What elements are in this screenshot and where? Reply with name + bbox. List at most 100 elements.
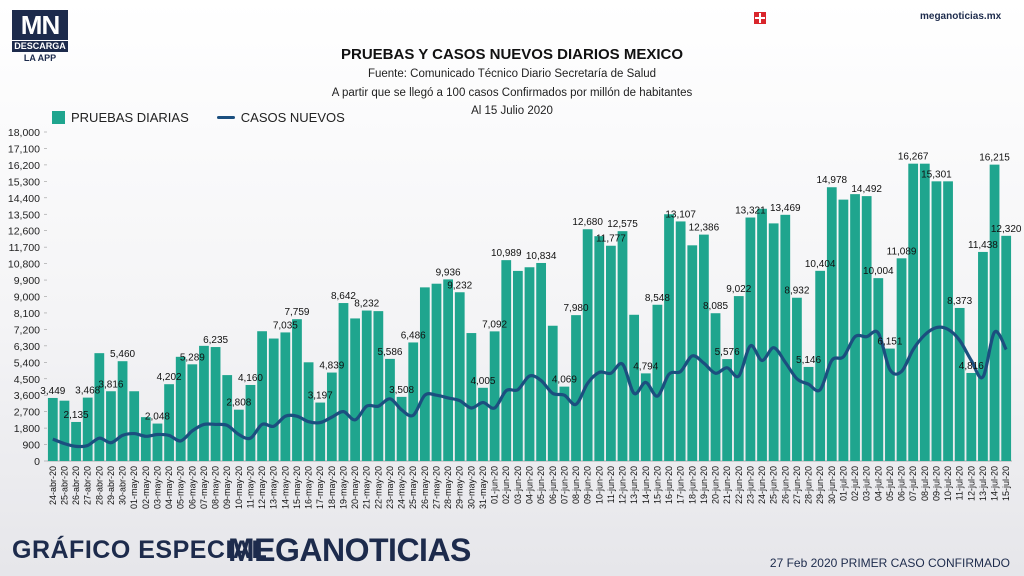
bar-data-label: 4,005 (470, 376, 495, 387)
bar (210, 347, 221, 461)
bar-data-label: 3,508 (389, 385, 414, 396)
site-url[interactable]: meganoticias.mx (920, 11, 1002, 22)
x-tick-label: 28-abr-20 (94, 466, 104, 505)
x-tick-label: 22-may-20 (373, 466, 383, 509)
bar-data-label: 11,438 (968, 240, 998, 251)
x-tick-label: 14-may-20 (280, 466, 290, 509)
brand-logo[interactable]: MN DESCARGA LA APP (12, 10, 70, 64)
x-tick-label: 04-jul-20 (873, 466, 883, 501)
bar (431, 283, 442, 461)
bar-data-label: 11,089 (887, 246, 917, 257)
bar (280, 332, 291, 461)
bar (373, 311, 384, 461)
bar-data-label: 4,160 (238, 373, 263, 384)
bar (199, 345, 209, 461)
x-tick-label: 07-jul-20 (908, 466, 918, 501)
bar-data-label: 10,834 (526, 251, 557, 262)
x-tick-label: 07-may-20 (199, 466, 209, 509)
y-tick-label: 18,000 (8, 127, 40, 139)
bar-data-label: 16,215 (979, 153, 1010, 164)
x-tick-label: 04-jun-20 (525, 466, 535, 504)
bar (745, 217, 756, 461)
bar-data-label: 8,232 (354, 299, 379, 310)
bar-data-label: 6,235 (203, 335, 228, 346)
bar (861, 196, 872, 461)
bar (466, 333, 477, 461)
x-tick-label: 19-jun-20 (699, 466, 709, 504)
bar (501, 260, 512, 461)
footer-brand: MEGANOTICIAS (228, 532, 471, 568)
y-tick-label: 6,300 (14, 341, 40, 353)
bar-data-label: 10,404 (805, 259, 836, 270)
bar (292, 319, 302, 461)
logo-download-label: DESCARGA (12, 41, 68, 52)
x-tick-label: 05-may-20 (176, 466, 186, 509)
x-tick-label: 01-may-20 (129, 466, 139, 509)
bar-data-label: 9,232 (447, 280, 472, 291)
bar (245, 384, 256, 461)
x-tick-label: 30-abr-20 (118, 466, 128, 505)
y-tick-label: 9,900 (14, 275, 40, 287)
bar (303, 362, 314, 461)
x-tick-label: 12-jun-20 (618, 466, 628, 504)
bar (582, 229, 593, 461)
x-tick-label: 09-jul-20 (931, 466, 941, 501)
x-tick-label: 29-may-20 (455, 466, 465, 509)
bar (815, 270, 826, 461)
bar-data-label: 16,267 (898, 152, 929, 163)
bar (350, 318, 360, 461)
y-tick-label: 3,600 (14, 390, 40, 402)
bar-data-label: 4,839 (319, 361, 344, 372)
bar-data-label: 5,460 (110, 349, 135, 360)
bar-data-label: 8,642 (331, 291, 356, 302)
y-tick-label: 7,200 (14, 324, 40, 336)
x-tick-label: 26-abr-20 (71, 466, 81, 505)
y-tick-label: 4,500 (14, 374, 40, 386)
bar (780, 214, 791, 461)
bar (966, 372, 977, 461)
x-tick-label: 03-jun-20 (513, 466, 523, 504)
x-tick-label: 23-may-20 (385, 466, 395, 509)
bar (152, 423, 163, 461)
x-tick-label: 02-may-20 (141, 466, 151, 509)
bar-data-label: 8,932 (784, 286, 809, 297)
y-tick-label: 17,100 (8, 143, 40, 155)
y-tick-label: 900 (22, 440, 40, 452)
bar (571, 315, 581, 461)
x-tick-label: 02-jun-20 (501, 466, 511, 504)
bar (408, 342, 419, 461)
y-tick-label: 0 (34, 456, 40, 468)
swiss-flag-icon (754, 12, 766, 24)
y-tick-label: 15,300 (8, 176, 40, 188)
bar (175, 356, 186, 461)
bar-data-label: 2,135 (64, 410, 89, 421)
bar-data-label: 5,586 (377, 347, 402, 358)
x-tick-label: 28-may-20 (443, 466, 453, 509)
x-tick-label: 30-may-20 (466, 466, 476, 509)
x-tick-label: 01-jul-20 (838, 466, 848, 501)
x-tick-label: 24-jun-20 (757, 466, 767, 504)
x-tick-label: 28-jun-20 (804, 466, 814, 504)
bar (675, 221, 686, 461)
x-tick-label: 08-may-20 (211, 466, 221, 509)
bar (687, 245, 698, 461)
bar-data-label: 14,978 (816, 175, 847, 186)
y-tick-label: 12,600 (8, 226, 40, 238)
bar (919, 163, 930, 461)
chart-plot: 0 900 1,800 2,700 3,600 4,500 5,400 6,300 7,200 8… (8, 127, 1022, 509)
bar (896, 258, 907, 461)
x-tick-label: 21-jun-20 (722, 466, 732, 504)
legend-bar-label: PRUEBAS DIARIAS (71, 110, 189, 125)
bar-data-label: 13,321 (735, 206, 766, 217)
x-tick-label: 14-jun-20 (641, 466, 651, 504)
x-tick-label: 10-may-20 (234, 466, 244, 509)
x-tick-label: 15-may-20 (292, 466, 302, 509)
chart-date: Al 15 Julio 2020 (471, 105, 553, 117)
bar-data-label: 10,989 (491, 248, 522, 259)
legend-bar-swatch (52, 111, 65, 124)
bar-data-label: 4,816 (959, 361, 984, 372)
x-tick-label: 25-jun-20 (769, 466, 779, 504)
x-tick-label: 09-may-20 (222, 466, 232, 509)
cases-line (52, 325, 1008, 449)
bar (838, 199, 849, 461)
